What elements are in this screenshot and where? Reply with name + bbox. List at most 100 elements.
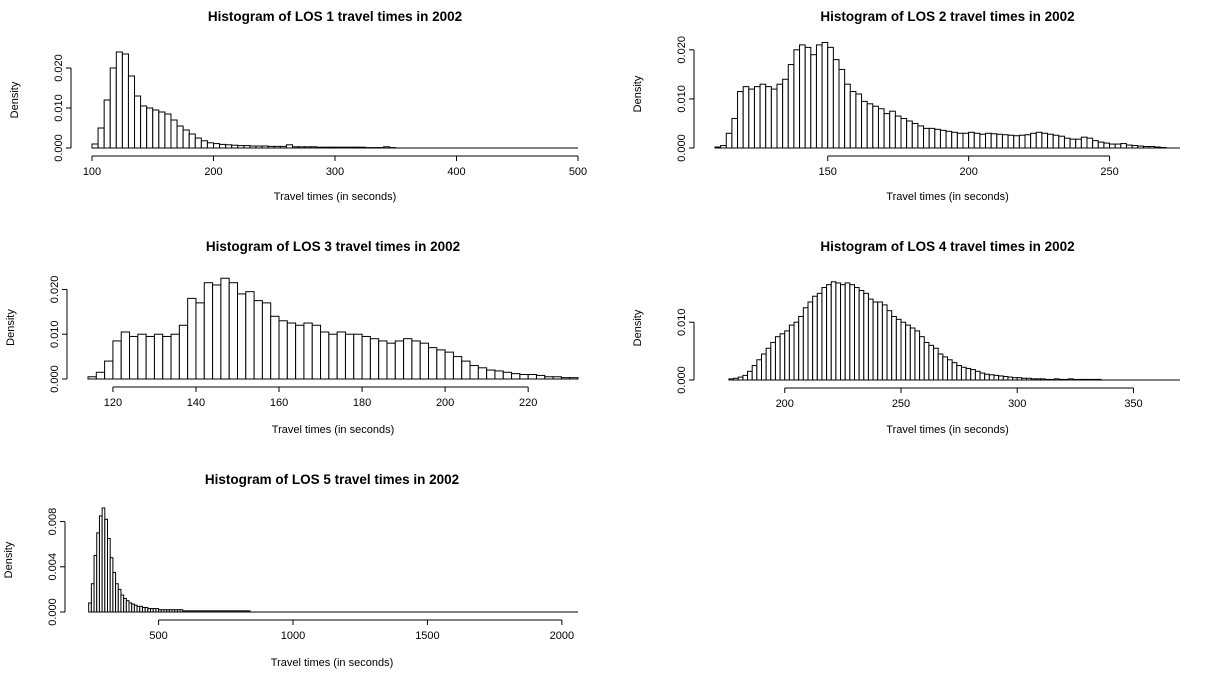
histogram-bar bbox=[939, 129, 947, 149]
histogram-bar bbox=[742, 86, 750, 149]
histogram-bar bbox=[889, 110, 896, 149]
histogram-bar bbox=[937, 353, 944, 381]
histogram-bar bbox=[486, 369, 496, 380]
histogram-bar bbox=[146, 107, 154, 149]
histogram-bar bbox=[303, 322, 313, 380]
histogram-bar bbox=[747, 370, 753, 381]
histogram-bar bbox=[428, 347, 438, 380]
histogram-bar bbox=[311, 324, 322, 380]
histogram-bar bbox=[891, 315, 897, 381]
histogram-bar bbox=[1001, 134, 1009, 149]
histogram-bar bbox=[1109, 143, 1116, 149]
x-tick-label: 150 bbox=[819, 166, 837, 178]
histogram-bar bbox=[195, 302, 205, 380]
x-tick-label: 220 bbox=[519, 397, 537, 409]
histogram-bar bbox=[104, 360, 114, 380]
histogram-bar bbox=[527, 374, 537, 380]
histogram-bar bbox=[245, 291, 255, 380]
histogram-bar bbox=[840, 284, 846, 381]
x-axis-label: Travel times (in seconds) bbox=[886, 191, 1008, 203]
histogram-bar bbox=[411, 340, 421, 380]
histogram-bar bbox=[519, 374, 529, 380]
histogram-bar bbox=[178, 324, 189, 380]
histogram-bar bbox=[883, 113, 891, 149]
histogram-bar bbox=[886, 310, 893, 381]
histogram-bar bbox=[112, 340, 122, 380]
histogram-bar bbox=[361, 335, 371, 380]
histogram-bar bbox=[1069, 138, 1077, 149]
histogram-bar bbox=[909, 327, 916, 381]
histogram-bar bbox=[849, 91, 857, 149]
y-axis-label: Density bbox=[9, 81, 21, 118]
histogram-bar bbox=[776, 83, 784, 149]
histogram-bar bbox=[914, 330, 921, 381]
histogram-bar bbox=[212, 284, 222, 380]
x-tick-label: 160 bbox=[270, 397, 288, 409]
histogram-bar bbox=[816, 292, 823, 381]
histogram-bar bbox=[369, 338, 380, 380]
histogram-bar bbox=[753, 86, 761, 149]
histogram-bar bbox=[968, 131, 975, 149]
histogram-bar bbox=[970, 369, 976, 381]
histogram-bar bbox=[895, 318, 902, 381]
histogram-bar bbox=[153, 333, 164, 380]
histogram-bar bbox=[194, 137, 202, 149]
histogram-bar bbox=[742, 374, 749, 381]
histogram-bar bbox=[170, 333, 180, 380]
histogram-bar bbox=[793, 321, 800, 381]
chart-title: Histogram of LOS 5 travel times in 2002 bbox=[205, 472, 459, 487]
y-tick-label: 0.010 bbox=[49, 320, 61, 348]
x-tick-label: 200 bbox=[959, 166, 977, 178]
x-tick-label: 200 bbox=[436, 397, 454, 409]
histogram-bar bbox=[731, 118, 739, 149]
histogram-bar bbox=[1114, 143, 1122, 149]
histogram-bar bbox=[286, 322, 297, 380]
histogram-bar bbox=[934, 128, 941, 149]
histogram-bar bbox=[872, 105, 879, 149]
y-tick-label: 0.020 bbox=[53, 54, 65, 82]
histogram-bar bbox=[900, 118, 908, 149]
x-tick-label: 200 bbox=[776, 398, 794, 410]
histogram-bar bbox=[236, 293, 247, 380]
histogram-bar bbox=[253, 300, 263, 380]
histogram-bar bbox=[436, 349, 446, 380]
histogram-bar bbox=[295, 324, 305, 380]
histogram-bar bbox=[494, 370, 504, 380]
histogram-bar bbox=[759, 83, 767, 149]
histogram-bar bbox=[502, 371, 513, 380]
histogram-bar bbox=[103, 99, 111, 149]
x-tick-label: 200 bbox=[204, 166, 222, 178]
histogram-bar bbox=[1052, 134, 1060, 149]
histogram-bar bbox=[1075, 138, 1082, 149]
histogram-bar bbox=[1002, 376, 1009, 381]
histogram-bar bbox=[965, 367, 972, 381]
histogram-bar bbox=[328, 333, 338, 380]
histogram-bar bbox=[838, 68, 846, 149]
histogram-bar bbox=[919, 336, 925, 381]
x-tick-label: 1500 bbox=[415, 630, 439, 642]
histogram-bar bbox=[152, 109, 160, 149]
histogram-bar bbox=[779, 333, 786, 381]
x-tick-label: 500 bbox=[569, 166, 587, 178]
histogram-bar bbox=[206, 142, 215, 149]
histogram-bar bbox=[1120, 143, 1127, 149]
histogram-bar bbox=[220, 277, 230, 380]
y-tick-label: 0.008 bbox=[47, 508, 59, 536]
histogram-bar bbox=[1035, 131, 1043, 149]
panel-los3: Histogram of LOS 3 travel times in 2002 1… bbox=[5, 239, 579, 436]
histogram-bar bbox=[461, 360, 471, 380]
histogram-bar bbox=[894, 115, 902, 149]
histogram-bar bbox=[945, 130, 953, 149]
histogram-bar bbox=[344, 333, 355, 380]
histogram-bar bbox=[1058, 135, 1065, 149]
histogram-bar bbox=[1097, 141, 1105, 149]
histogram-bar bbox=[962, 132, 970, 149]
histogram-bar bbox=[770, 88, 778, 149]
histogram-bar bbox=[815, 44, 823, 149]
histogram-bar bbox=[756, 359, 762, 381]
histogram-bar bbox=[270, 315, 280, 380]
histogram-bar bbox=[832, 59, 840, 149]
histogram-bar bbox=[821, 287, 828, 381]
histogram-bar bbox=[844, 83, 851, 149]
